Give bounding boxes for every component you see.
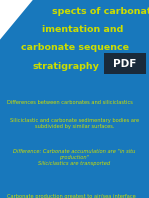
Text: stratigraphy: stratigraphy [33, 62, 100, 70]
Text: Siliciclastic and carbonate sedimentary bodies are
subdivided by similar surface: Siliciclastic and carbonate sedimentary … [10, 118, 139, 129]
Text: spects of carbonate: spects of carbonate [52, 7, 149, 16]
Text: PDF: PDF [114, 59, 137, 69]
Text: Difference: Carbonate accumulation are "in situ
production"
Siliciclastics are t: Difference: Carbonate accumulation are "… [13, 149, 136, 167]
Text: carbonate sequence: carbonate sequence [21, 43, 129, 52]
Polygon shape [0, 0, 33, 40]
Text: Carbonate production greatest to air/sea interface: Carbonate production greatest to air/sea… [7, 194, 136, 198]
Text: imentation and: imentation and [42, 25, 123, 34]
FancyBboxPatch shape [104, 53, 146, 74]
Text: Differences between carbonates and siliciclastics: Differences between carbonates and silic… [7, 100, 133, 105]
